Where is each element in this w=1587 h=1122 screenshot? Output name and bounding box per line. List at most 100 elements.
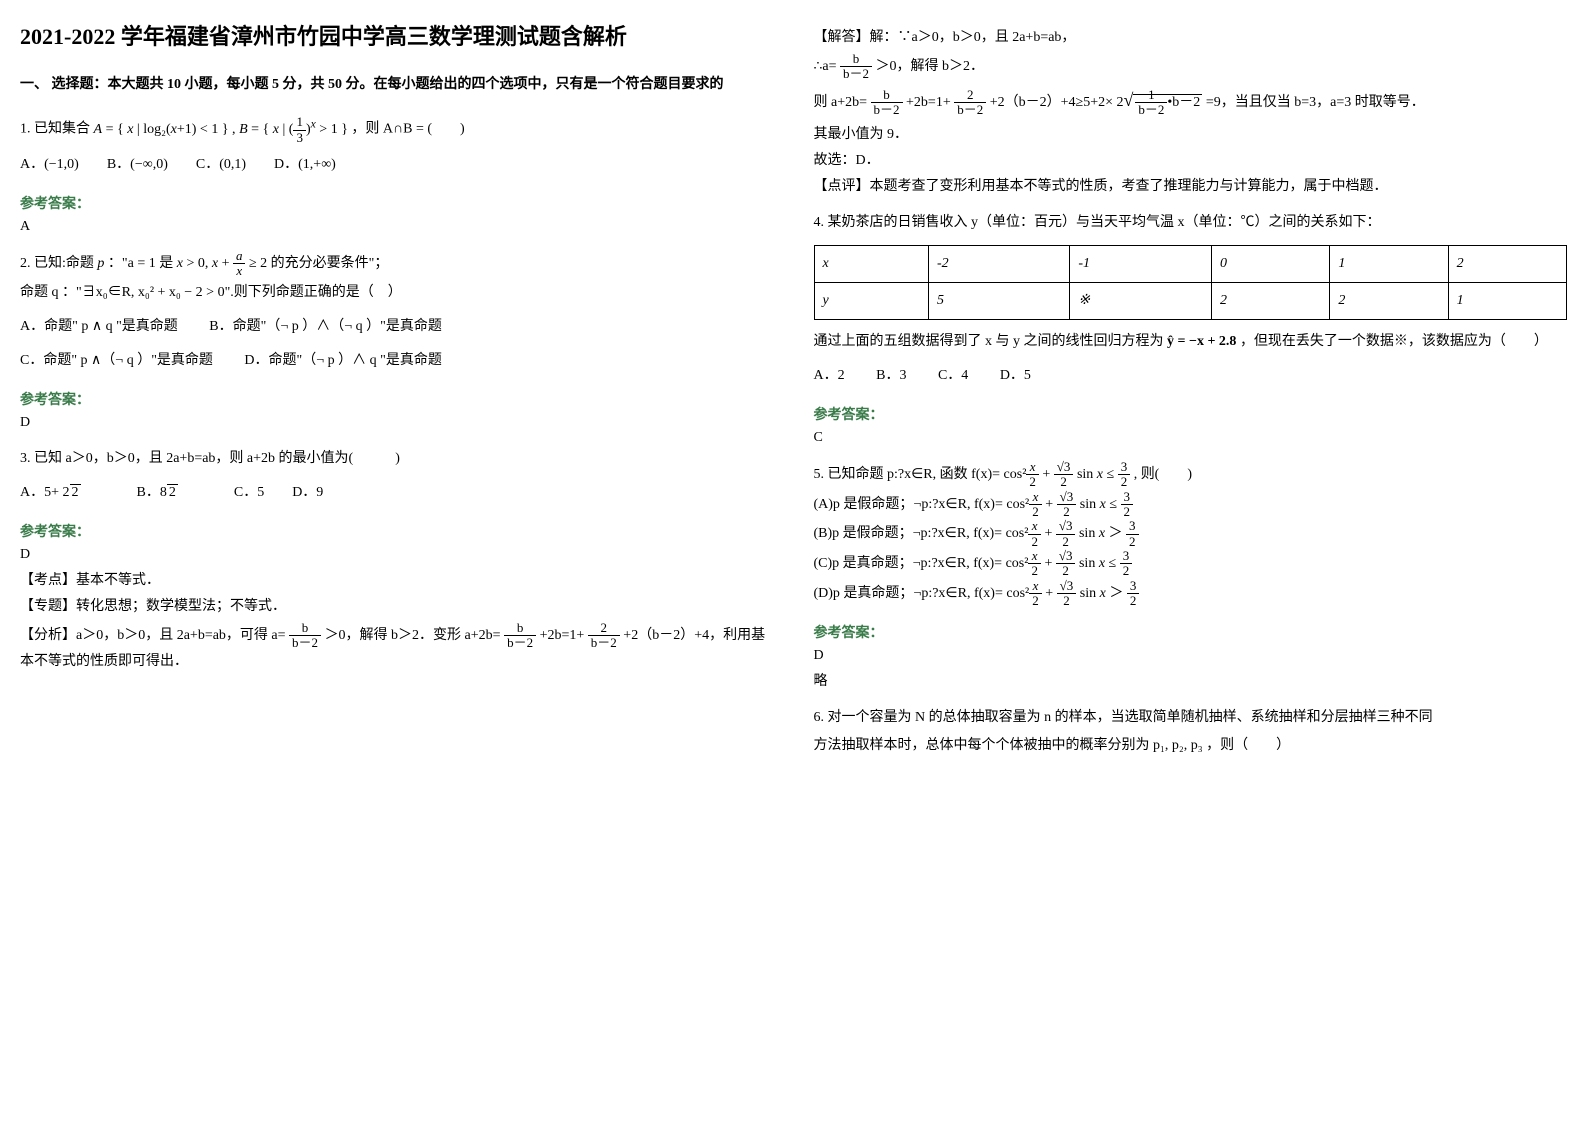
- answer-label: 参考答案：: [20, 389, 774, 409]
- frac-b-b2-2: bb－2: [504, 621, 536, 651]
- q3-jieda-line1: 【解答】解：∵a＞0，b＞0，且 2a+b=ab，: [814, 26, 1568, 46]
- frac-b-b2-r2: bb－2: [871, 88, 903, 118]
- question-1: 1. 已知集合 A = { x | log₂(x+1) < 1 } , B = …: [20, 113, 774, 179]
- q3-text: 3. 已知 a＞0，b＞0，且 2a+b=ab，则 a+2b 的最小值为( ): [20, 445, 774, 473]
- table-row: y 5 ※ 2 2 1: [814, 283, 1567, 320]
- table-cell: -1: [1070, 246, 1212, 283]
- frac-2-b2-r: 2b－2: [954, 88, 986, 118]
- answer-label: 参考答案：: [814, 622, 1568, 642]
- q5-optC-pre: (C)p 是真命题；¬p:?x∈R, f(x)=: [814, 556, 1003, 571]
- q3-jieda-line3: 则 a+2b= bb－2 +2b=1+ 2b－2 +2（b－2）+4≥5+2× …: [814, 88, 1568, 118]
- table-cell: 1: [1330, 246, 1448, 283]
- table-row: x -2 -1 0 1 2: [814, 246, 1567, 283]
- table-cell: 0: [1211, 246, 1329, 283]
- q5-pre: 5. 已知命题 p:?x∈R, 函数 f(x)=: [814, 467, 1001, 482]
- q3-fx-pre: 【分析】a＞0，b＞0，且 2a+b=ab，可得 a=: [20, 628, 286, 643]
- question-5: 5. 已知命题 p:?x∈R, 函数 f(x)= cos²x2 + √32 si…: [814, 460, 1568, 608]
- q5-optD-pre: (D)p 是真命题；¬p:?x∈R, f(x)=: [814, 586, 1003, 601]
- table-cell: 2: [1211, 283, 1329, 320]
- q1-answer: A: [20, 219, 774, 235]
- section-intro: 一、 选择题：本大题共 10 小题，每小题 5 分，共 50 分。在每小题给出的…: [20, 73, 774, 97]
- q4-optC: C．4: [938, 368, 968, 383]
- q4-table: x -2 -1 0 1 2 y 5 ※ 2 2 1: [814, 245, 1568, 320]
- q4-optB: B．3: [876, 368, 906, 383]
- q4-regression-eq: ŷ = −x + 2.8: [1167, 334, 1236, 349]
- q3-fenxi: 【分析】a＞0，b＞0，且 2a+b=ab，可得 a= bb－2 ＞0，解得 b…: [20, 621, 774, 671]
- q1-formula: A = { x | log₂(x+1) < 1 } , B = { x | (1…: [94, 122, 352, 137]
- q4-after: 通过上面的五组数据得到了 x 与 y 之间的线性回归方程为 ŷ = −x + 2…: [814, 328, 1568, 356]
- q3-jieda-line2: ∴a= bb－2 ＞0，解得 b＞2．: [814, 52, 1568, 82]
- q2-line1-formula: x > 0, x + ax ≥ 2: [177, 256, 271, 271]
- q3-fx-mid2: +2b=1+: [540, 628, 585, 643]
- q2-line1: 2. 已知:命题 p ："a = 1 是 x > 0, x + ax ≥ 2 的…: [20, 249, 774, 279]
- q2-line1-mid: ："a = 1 是: [108, 256, 173, 271]
- q5-post: , 则( ): [1134, 467, 1192, 482]
- left-column: 2021-2022 学年福建省漳州市竹园中学高三数学理测试题含解析 一、 选择题…: [20, 20, 774, 774]
- exam-title: 2021-2022 学年福建省漳州市竹园中学高三数学理测试题含解析: [20, 20, 774, 53]
- q2-line2: 命题 q ："∃x₀∈R, x₀² + x₀ − 2 > 0".则下列命题正确的…: [20, 279, 774, 307]
- q3-dianping: 【点评】本题考查了变形利用基本不等式的性质，考查了推理能力与计算能力，属于中档题…: [814, 175, 1568, 195]
- q5-optB-pre: (B)p 是假命题；¬p:?x∈R, f(x)=: [814, 526, 1003, 541]
- q3-jieda-line4: 其最小值为 9．: [814, 123, 1568, 143]
- frac-b-b2: bb－2: [289, 621, 321, 651]
- q2-line1-post: 的充分必要条件"；: [271, 256, 389, 271]
- table-cell: x: [814, 246, 928, 283]
- table-cell: 1: [1448, 283, 1566, 320]
- answer-label: 参考答案：: [814, 404, 1568, 424]
- q3-answer: D: [20, 547, 774, 563]
- q2-optD: D．命题"（¬ p ）∧ q "是真命题: [244, 353, 441, 368]
- q5-optB: (B)p 是假命题；¬p:?x∈R, f(x)= cos²x2 + √32 si…: [814, 519, 1568, 549]
- frac-2-b2: 2b－2: [588, 621, 620, 651]
- jd-l3-post: =9，当且仅当 b=3，a=3 时取等号．: [1206, 95, 1425, 110]
- q4-answer: C: [814, 430, 1568, 446]
- table-cell: ※: [1070, 283, 1212, 320]
- q3-zhuanti: 【专题】转化思想；数学模型法；不等式．: [20, 595, 774, 615]
- q4-options: A．2 B．3 C．4 D．5: [814, 362, 1568, 390]
- q3-jieda-line5: 故选：D．: [814, 149, 1568, 169]
- question-2: 2. 已知:命题 p ："a = 1 是 x > 0, x + ax ≥ 2 的…: [20, 249, 774, 375]
- q5-stem: 5. 已知命题 p:?x∈R, 函数 f(x)= cos²x2 + √32 si…: [814, 460, 1568, 490]
- q2-optC: C．命题" p ∧（¬ q ）"是真命题: [20, 353, 213, 368]
- jd-l2-post: ＞0，解得 b＞2．: [876, 59, 985, 74]
- q3-fx-mid1: ＞0，解得 b＞2．变形 a+2b=: [325, 628, 501, 643]
- jd-l3-m2: +2（b－2）+4≥5+2×: [990, 95, 1113, 110]
- table-cell: 2: [1448, 246, 1566, 283]
- q1-prefix: 1. 已知集合: [20, 121, 90, 136]
- q2-options: A．命题" p ∧ q "是真命题 B．命题"（¬ p ）∧（¬ q ）"是真命…: [20, 313, 774, 341]
- q5-optA-pre: (A)p 是假命题；¬p:?x∈R, f(x)=: [814, 497, 1003, 512]
- jd-l3-m1: +2b=1+: [906, 95, 951, 110]
- q1-options: A．(−1,0) B．(−∞,0) C．(0,1) D．(1,+∞): [20, 151, 774, 179]
- q6-line1: 6. 对一个容量为 N 的总体抽取容量为 n 的样本，当选取简单随机抽样、系统抽…: [814, 704, 1568, 732]
- q4-after-post: ，但现在丢失了一个数据※，该数据应为（ ）: [1240, 334, 1548, 349]
- q4-optD: D．5: [1000, 368, 1031, 383]
- q4-optA: A．2: [814, 368, 845, 383]
- q5-optD: (D)p 是真命题；¬p:?x∈R, f(x)= cos²x2 + √32 si…: [814, 579, 1568, 609]
- q6-line2: 方法抽取样本时，总体中每个个体被抽中的概率分别为 p₁, p₂, p₃ ，则（ …: [814, 732, 1568, 760]
- q2-optB: B．命题"（¬ p ）∧（¬ q ）"是真命题: [209, 319, 442, 334]
- q4-after-pre: 通过上面的五组数据得到了 x 与 y 之间的线性回归方程为: [814, 334, 1164, 349]
- q2-optA: A．命题" p ∧ q "是真命题: [20, 319, 178, 334]
- question-3: 3. 已知 a＞0，b＞0，且 2a+b=ab，则 a+2b 的最小值为( ) …: [20, 445, 774, 507]
- q5-answer: D: [814, 648, 1568, 664]
- q2-line1-pre: 2. 已知:命题: [20, 256, 94, 271]
- q4-text: 4. 某奶茶店的日销售收入 y（单位：百元）与当天平均气温 x（单位：℃）之间的…: [814, 209, 1568, 237]
- jd-l2-pre: ∴a=: [814, 59, 837, 74]
- answer-label: 参考答案：: [20, 193, 774, 213]
- right-column: 【解答】解：∵a＞0，b＞0，且 2a+b=ab， ∴a= bb－2 ＞0，解得…: [814, 20, 1568, 774]
- table-cell: -2: [928, 246, 1069, 283]
- q3-kaodian: 【考点】基本不等式．: [20, 569, 774, 589]
- q5-note: 略: [814, 670, 1568, 690]
- question-4: 4. 某奶茶店的日销售收入 y（单位：百元）与当天平均气温 x（单位：℃）之间的…: [814, 209, 1568, 390]
- sqrt-expr: 1b－2•b－2: [1133, 94, 1202, 110]
- q5-optC: (C)p 是真命题；¬p:?x∈R, f(x)= cos²x2 + √32 si…: [814, 549, 1568, 579]
- table-cell: y: [814, 283, 928, 320]
- q1-suffix: ，则 A∩B = ( ): [351, 121, 464, 136]
- page-root: 2021-2022 学年福建省漳州市竹园中学高三数学理测试题含解析 一、 选择题…: [20, 20, 1567, 774]
- answer-label: 参考答案：: [20, 521, 774, 541]
- frac-b-b2-r: bb－2: [840, 52, 872, 82]
- q2-answer: D: [20, 415, 774, 431]
- jd-l3-pre: 则 a+2b=: [814, 95, 868, 110]
- q3-options: A．5+ 22 B．82 C．5 D．9: [20, 479, 774, 507]
- question-6: 6. 对一个容量为 N 的总体抽取容量为 n 的样本，当选取简单随机抽样、系统抽…: [814, 704, 1568, 760]
- table-cell: 2: [1330, 283, 1448, 320]
